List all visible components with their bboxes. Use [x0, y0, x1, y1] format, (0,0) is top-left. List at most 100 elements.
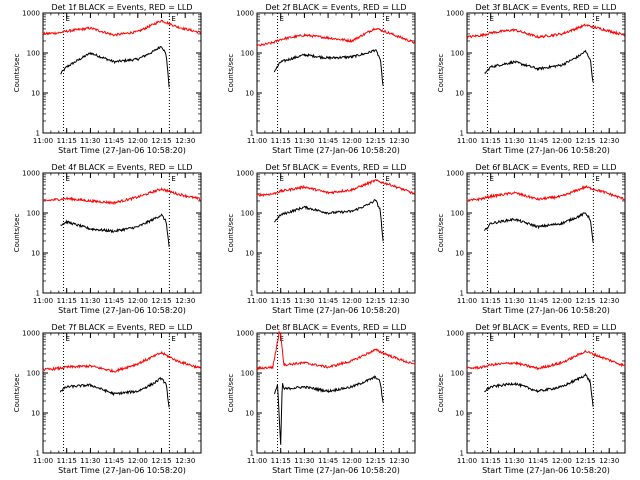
panel-8: Det 8f BLACK = Events, RED = LLD 1 10 100 10… [227, 323, 416, 475]
x-tick-label: 11:45 [528, 137, 548, 145]
y-tick-label: 1 [460, 130, 464, 138]
x-tick-label: 12:15 [365, 137, 385, 145]
marker-label: E [171, 175, 175, 183]
x-tick-label: 12:30 [175, 137, 195, 145]
x-tick-label: 12:30 [175, 457, 195, 465]
y-axis-label: Counts/sec [437, 374, 445, 413]
panel-title: Det 1f BLACK = Events, RED = LLD [51, 3, 192, 12]
x-tick-label: 11:15 [271, 297, 291, 305]
y-tick-label: 1 [460, 290, 464, 298]
y-tick-label: 1000 [236, 10, 254, 18]
lld-series-line [256, 178, 416, 198]
x-tick-label: 12:00 [552, 137, 572, 145]
x-axis-label: Start Time (27-Jan-06 10:58:20) [482, 466, 610, 475]
events-series-line [59, 376, 170, 408]
y-tick-label: 1 [250, 290, 254, 298]
x-tick-label: 11:30 [294, 297, 314, 305]
x-tick-label: 11:45 [104, 457, 124, 465]
x-tick-label: 12:00 [342, 457, 362, 465]
x-tick-label: 12:30 [389, 457, 409, 465]
y-axis-label: Counts/sec [437, 214, 445, 253]
y-tick-label: 100 [27, 210, 40, 218]
x-tick-label: 12:00 [128, 297, 148, 305]
x-tick-label: 11:15 [271, 457, 291, 465]
x-tick-label: 11:00 [247, 297, 267, 305]
x-tick-label: 12:00 [342, 137, 362, 145]
y-tick-label: 100 [241, 50, 254, 58]
x-tick-label: 11:15 [481, 137, 501, 145]
plot-frame [42, 172, 202, 294]
x-tick-label: 11:30 [80, 457, 100, 465]
y-tick-label: 100 [241, 370, 254, 378]
marker-label: E [490, 335, 494, 343]
marker-label: E [595, 335, 599, 343]
events-series-line [273, 49, 384, 86]
x-tick-label: 11:15 [57, 457, 77, 465]
x-tick-label: 12:15 [151, 457, 171, 465]
y-tick-label: 1000 [22, 170, 40, 178]
x-tick-label: 11:00 [33, 137, 53, 145]
y-tick-label: 100 [451, 370, 464, 378]
y-tick-label: 1 [460, 450, 464, 458]
y-tick-label: 1000 [236, 330, 254, 338]
panel-4: Det 4f BLACK = Events, RED = LLD 1 10 100 10… [13, 163, 202, 315]
y-tick-label: 100 [451, 210, 464, 218]
y-tick-label: 10 [31, 410, 40, 418]
x-tick-label: 11:00 [33, 457, 53, 465]
x-tick-label: 12:30 [599, 457, 619, 465]
events-series-line [484, 372, 594, 407]
x-tick-label: 12:30 [389, 297, 409, 305]
x-tick-label: 11:45 [528, 297, 548, 305]
y-tick-label: 1000 [446, 330, 464, 338]
panel-title: Det 3f BLACK = Events, RED = LLD [475, 3, 616, 12]
marker-label: E [280, 175, 284, 183]
x-tick-label: 12:30 [389, 137, 409, 145]
events-series-line [483, 212, 594, 243]
x-tick-label: 12:15 [151, 297, 171, 305]
y-axis-label: Counts/sec [227, 54, 235, 93]
panel-7: Det 7f BLACK = Events, RED = LLD 1 10 100 10… [13, 323, 202, 475]
x-tick-label: 11:15 [57, 137, 77, 145]
y-axis-label: Counts/sec [13, 374, 21, 413]
x-tick-label: 12:15 [575, 137, 595, 145]
plot-frame [466, 332, 626, 454]
x-tick-label: 12:30 [599, 137, 619, 145]
panel-3: Det 3f BLACK = Events, RED = LLD 1 10 100 10… [437, 3, 626, 155]
x-tick-label: 11:45 [318, 297, 338, 305]
marker-label: E [385, 335, 389, 343]
lld-series-line [466, 349, 626, 371]
y-tick-label: 10 [245, 410, 254, 418]
x-tick-label: 11:45 [104, 137, 124, 145]
x-tick-label: 12:15 [365, 457, 385, 465]
marker-label: E [171, 335, 175, 343]
y-tick-label: 10 [455, 410, 464, 418]
x-tick-label: 12:00 [128, 457, 148, 465]
x-axis-label: Start Time (27-Jan-06 10:58:20) [272, 306, 400, 315]
panel-title: Det 7f BLACK = Events, RED = LLD [51, 323, 192, 332]
x-tick-label: 11:15 [57, 297, 77, 305]
x-tick-label: 11:30 [504, 457, 524, 465]
x-tick-label: 11:45 [318, 137, 338, 145]
panel-title: Det 4f BLACK = Events, RED = LLD [51, 163, 192, 172]
x-tick-label: 11:45 [318, 457, 338, 465]
y-tick-label: 10 [31, 90, 40, 98]
x-tick-label: 12:15 [365, 297, 385, 305]
x-tick-label: 12:00 [128, 137, 148, 145]
panel-title: Det 2f BLACK = Events, RED = LLD [265, 3, 406, 12]
lld-series-line [256, 27, 416, 48]
x-tick-label: 12:15 [575, 457, 595, 465]
x-tick-label: 11:30 [80, 137, 100, 145]
marker-label: E [490, 175, 494, 183]
y-tick-label: 1000 [446, 10, 464, 18]
y-tick-label: 1 [36, 450, 40, 458]
marker-label: E [171, 15, 175, 23]
y-tick-label: 10 [245, 250, 254, 258]
panel-6: Det 6f BLACK = Events, RED = LLD 1 10 100 10… [437, 163, 626, 315]
x-tick-label: 11:00 [33, 297, 53, 305]
panel-title: Det 6f BLACK = Events, RED = LLD [475, 163, 616, 172]
x-axis-label: Start Time (27-Jan-06 10:58:20) [272, 466, 400, 475]
panel-2: Det 2f BLACK = Events, RED = LLD 1 10 100 10… [227, 3, 416, 155]
x-tick-label: 12:00 [552, 457, 572, 465]
x-tick-label: 12:00 [342, 297, 362, 305]
